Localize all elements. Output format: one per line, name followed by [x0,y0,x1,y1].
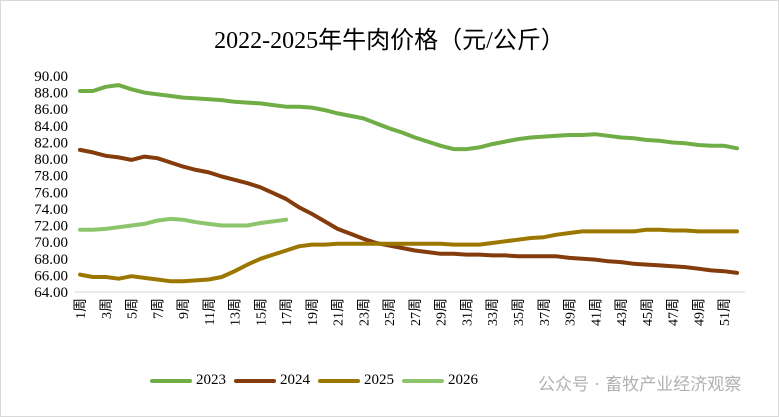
x-tick-label: 31周 [460,298,475,326]
x-tick-label: 39周 [564,298,579,326]
x-tick-label: 15周 [254,298,269,326]
x-tick-label: 37周 [538,298,553,326]
series-line-2025 [78,227,739,284]
x-tick-label: 49周 [692,298,707,326]
watermark: 公众号 · 畜牧产业经济观察 [538,375,742,395]
legend-swatch [402,378,444,383]
x-tick-label: 1周 [74,298,89,319]
x-tick-label: 23周 [357,298,372,326]
x-tick-label: 33周 [486,298,501,326]
legend-label: 2026 [448,372,478,388]
x-tick-label: 29周 [435,298,450,326]
y-tick-label: 74.00 [34,202,68,218]
series-line-2026 [78,216,289,232]
legend-label: 2023 [196,372,226,388]
legend-swatch [150,378,192,383]
series-line-2023 [78,83,739,152]
legend-item-2023: 2023 [150,372,226,389]
x-tick-label: 5周 [126,298,141,319]
x-tick-label: 43周 [615,298,630,326]
x-tick-label: 21周 [332,298,347,326]
x-tick-label: 35周 [512,298,527,326]
y-tick-label: 68.00 [34,252,68,268]
chart-title: 2022-2025年牛肉价格（元/公斤） [214,28,565,54]
legend-item-2025: 2025 [318,372,394,389]
x-tick-label: 17周 [280,298,295,326]
y-tick-label: 70.00 [34,235,68,251]
x-tick-label: 47周 [667,298,682,326]
y-tick-label: 64.00 [34,285,68,301]
y-tick-label: 82.00 [34,135,68,151]
x-tick-label: 9周 [177,298,192,319]
x-tick-label: 3周 [100,298,115,319]
y-tick-label: 66.00 [34,268,68,284]
legend-label: 2024 [280,372,310,388]
y-tick-label: 84.00 [34,119,68,135]
x-tick-label: 11周 [203,298,218,325]
legend-label: 2025 [364,372,394,388]
x-tick-label: 51周 [718,298,733,326]
y-tick-label: 88.00 [34,86,68,102]
y-tick-label: 90.00 [34,69,68,85]
x-tick-label: 7周 [151,298,166,319]
y-tick-label: 76.00 [34,185,68,201]
y-tick-label: 86.00 [34,102,68,118]
series-line-2024 [78,147,739,275]
legend-swatch [318,378,360,383]
x-tick-label: 41周 [589,298,604,326]
x-tick-label: 19周 [306,298,321,326]
legend-swatch [234,378,276,383]
legend-item-2026: 2026 [402,372,478,389]
x-tick-label: 25周 [383,298,398,326]
x-tick-label: 45周 [641,298,656,326]
x-tick-label: 27周 [409,298,424,326]
x-tick-label: 13周 [229,298,244,326]
y-tick-label: 72.00 [34,219,68,235]
y-tick-label: 80.00 [34,152,68,168]
y-tick-label: 78.00 [34,169,68,185]
legend: 2023 2024 2025 2026 [150,372,486,389]
legend-item-2024: 2024 [234,372,310,389]
